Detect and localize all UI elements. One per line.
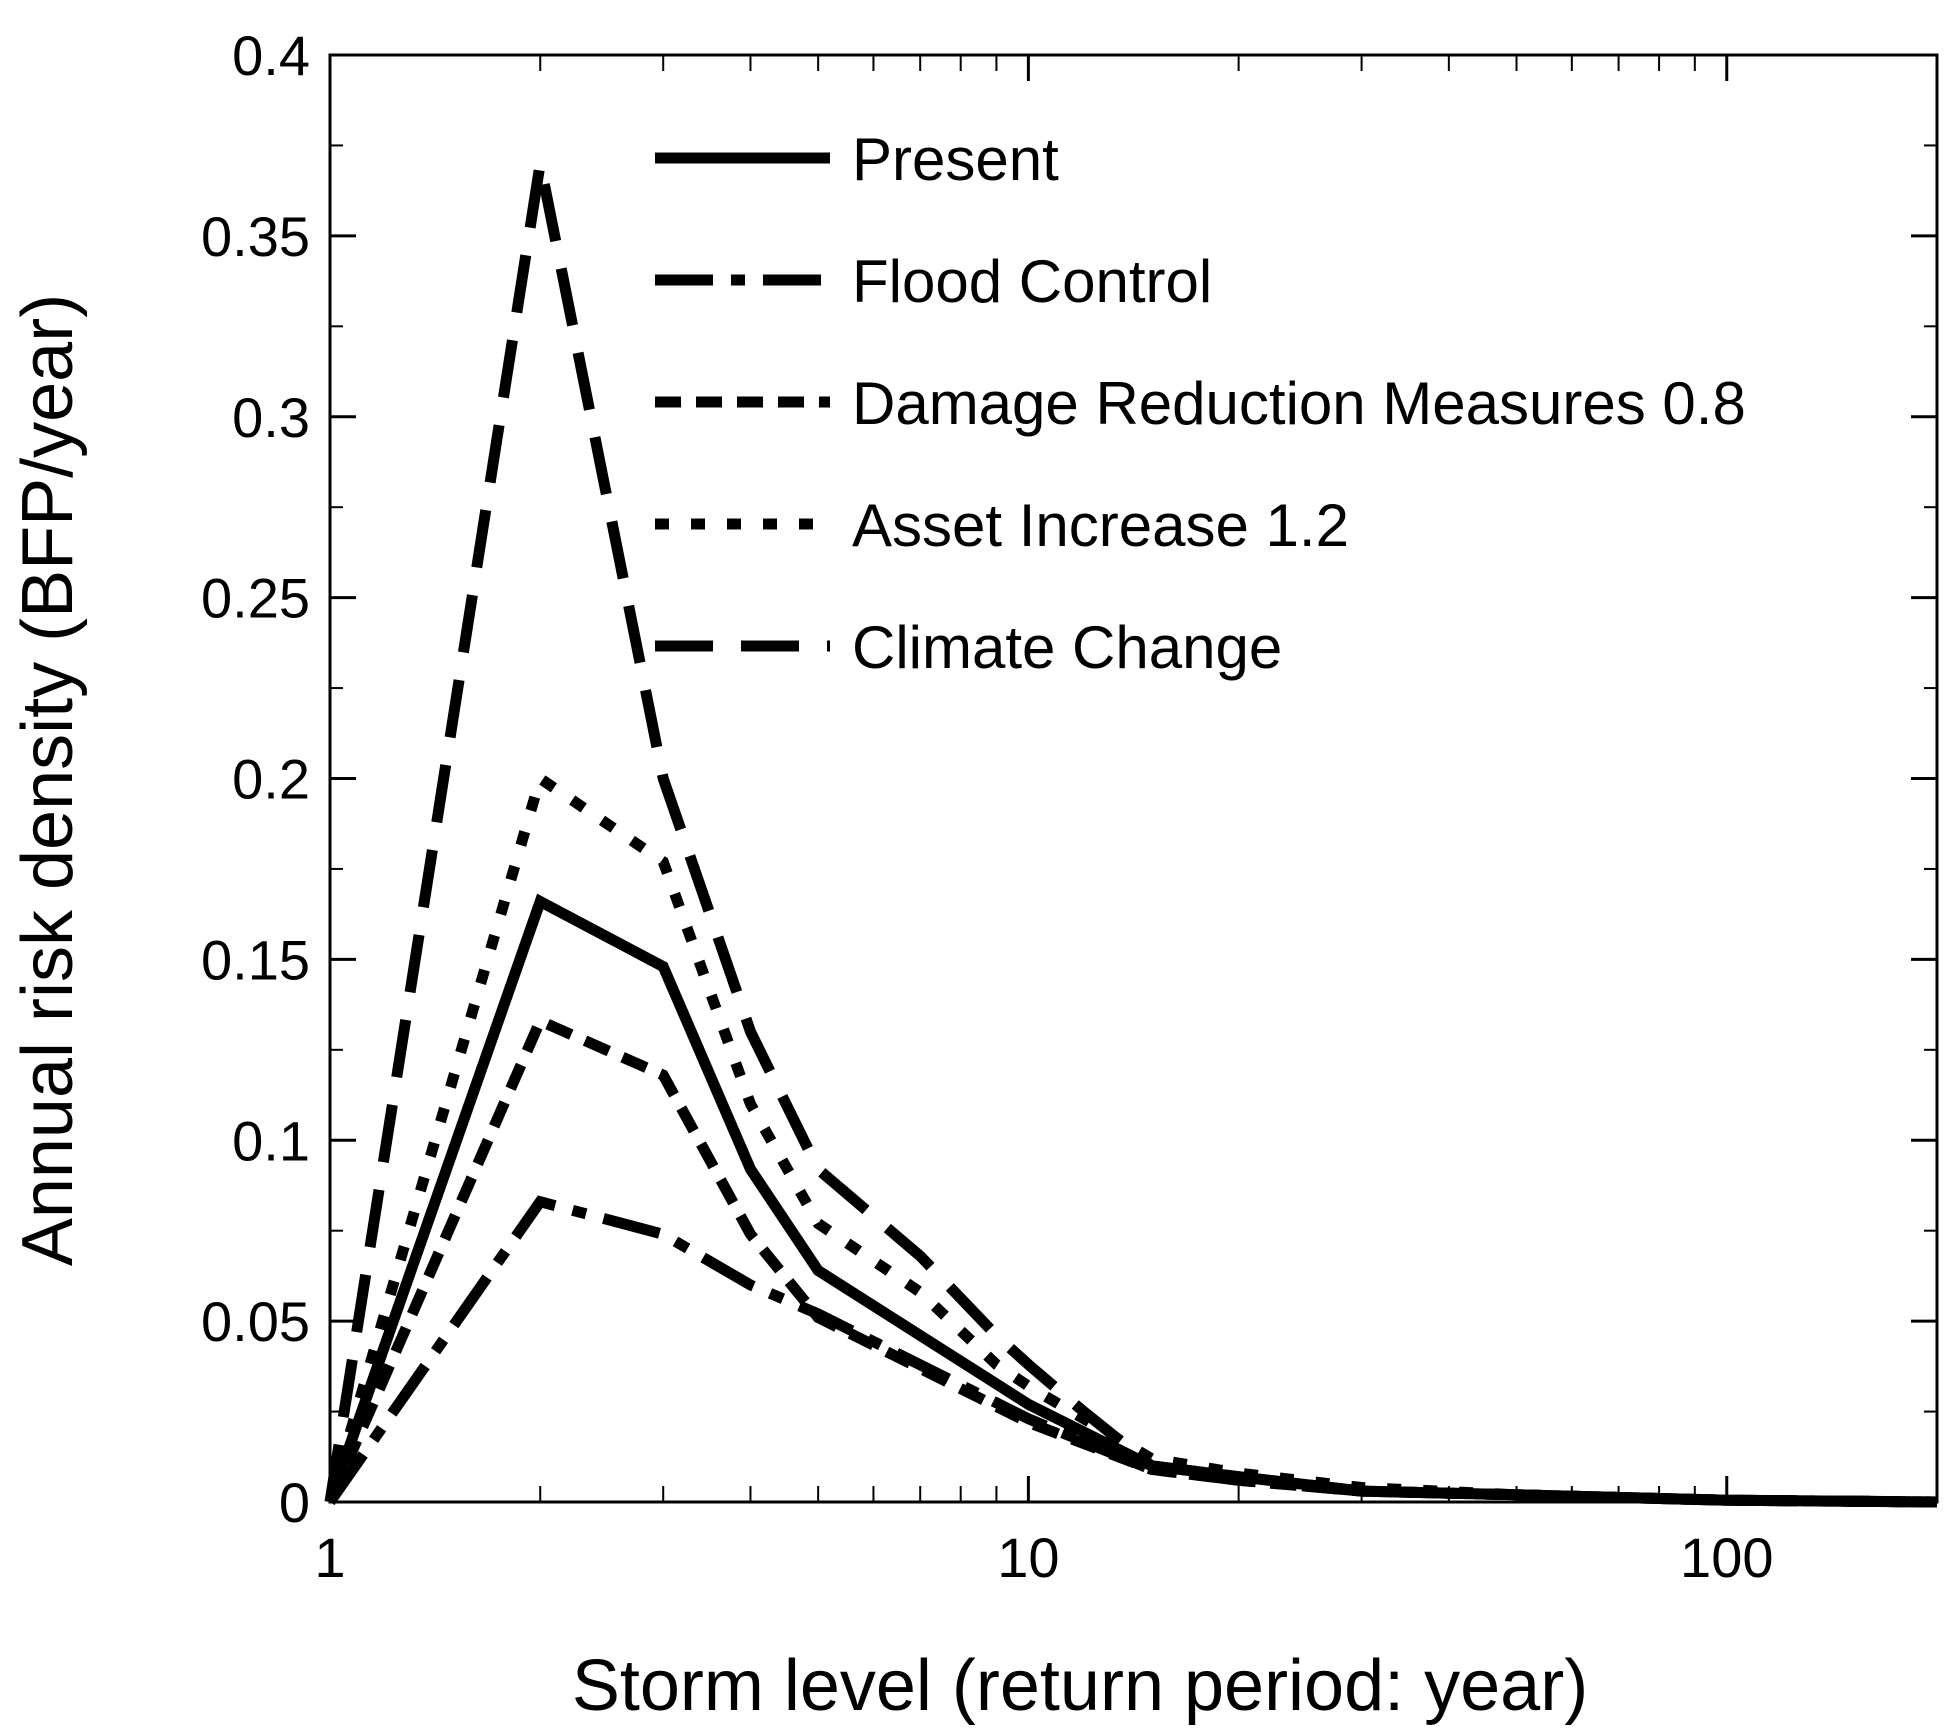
x-axis-title: Storm level (return period: year) bbox=[572, 1646, 1588, 1726]
axes: 0 0.05 0.1 0.15 0.2 0.25 0.3 0.35 0.4 1 10 100 bbox=[201, 24, 1939, 1589]
y-tick-label: 0.4 bbox=[232, 24, 310, 87]
y-axis-title: Annual risk density (BFP/year) bbox=[8, 294, 88, 1266]
y-tick-label: 0.25 bbox=[201, 567, 310, 630]
series-line-present bbox=[324, 893, 1938, 1508]
series-line-damage-reduction-measures-0-8 bbox=[324, 1013, 1938, 1508]
plot-area bbox=[324, 162, 1938, 1508]
y-tick-label: 0 bbox=[279, 1471, 310, 1534]
legend-label: Damage Reduction Measures 0.8 bbox=[852, 370, 1746, 437]
x-tick-label: 1 bbox=[314, 1526, 345, 1589]
y-tick-label: 0.05 bbox=[201, 1290, 310, 1353]
x-tick-label: 10 bbox=[997, 1526, 1059, 1589]
legend-label: Flood Control bbox=[852, 248, 1212, 315]
legend-label: Present bbox=[852, 126, 1059, 193]
series-line-climate-change bbox=[324, 162, 1938, 1508]
y-tick-label: 0.3 bbox=[232, 386, 310, 449]
y-tick-label: 0.15 bbox=[201, 928, 310, 991]
series-line-flood-control bbox=[325, 1195, 1938, 1508]
y-tick-label: 0.2 bbox=[232, 748, 310, 811]
y-tick-label: 0.1 bbox=[232, 1109, 310, 1172]
y-tick-label: 0.35 bbox=[201, 205, 310, 268]
legend-label: Climate Change bbox=[852, 614, 1282, 681]
legend: Present Flood Control Damage Reduction Mea… bbox=[655, 126, 1746, 681]
series-line-asset-increase-1-2 bbox=[324, 769, 1938, 1508]
x-tick-label: 100 bbox=[1680, 1526, 1773, 1589]
legend-label: Asset Increase 1.2 bbox=[852, 492, 1349, 559]
